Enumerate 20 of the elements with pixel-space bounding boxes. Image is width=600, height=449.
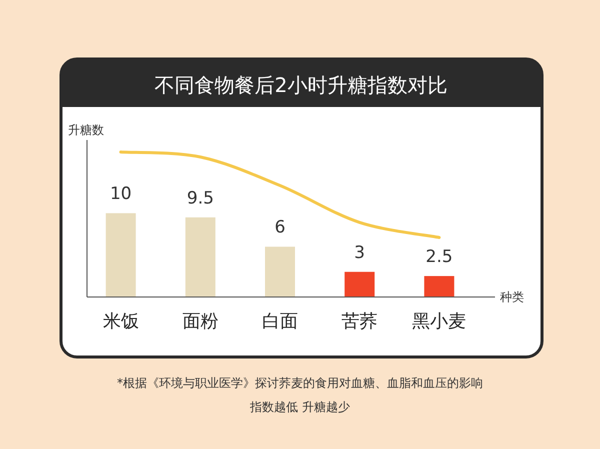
bar — [185, 217, 216, 297]
x-tick-label: 白面 — [262, 311, 298, 332]
text: *根据《环境与职业医学》探讨荞麦的食用对血糖、血脂和血压的影响 — [117, 376, 483, 390]
x-tick-label: 米饭 — [102, 311, 139, 332]
title: 不同食物餐后2小时升糖指数对比 — [154, 73, 448, 97]
data-label: 3 — [354, 242, 366, 263]
data-label: 6 — [274, 218, 286, 238]
data-label: 2.5 — [426, 247, 453, 268]
x-axis-title: 种类 — [500, 290, 524, 304]
y-axis-title: 升糖数 — [68, 123, 104, 137]
data-label: 9.5 — [186, 188, 214, 208]
text: 指数越低 升糖越少 — [249, 400, 350, 414]
x-tick-label: 黑小麦 — [412, 311, 466, 332]
bar — [344, 272, 375, 297]
x-tick-label: 面粉 — [182, 311, 218, 332]
x-tick-label: 苦荞 — [342, 311, 378, 332]
data-label: 10 — [110, 184, 132, 204]
bar — [424, 276, 454, 297]
bar — [265, 246, 295, 297]
bar — [106, 213, 136, 297]
